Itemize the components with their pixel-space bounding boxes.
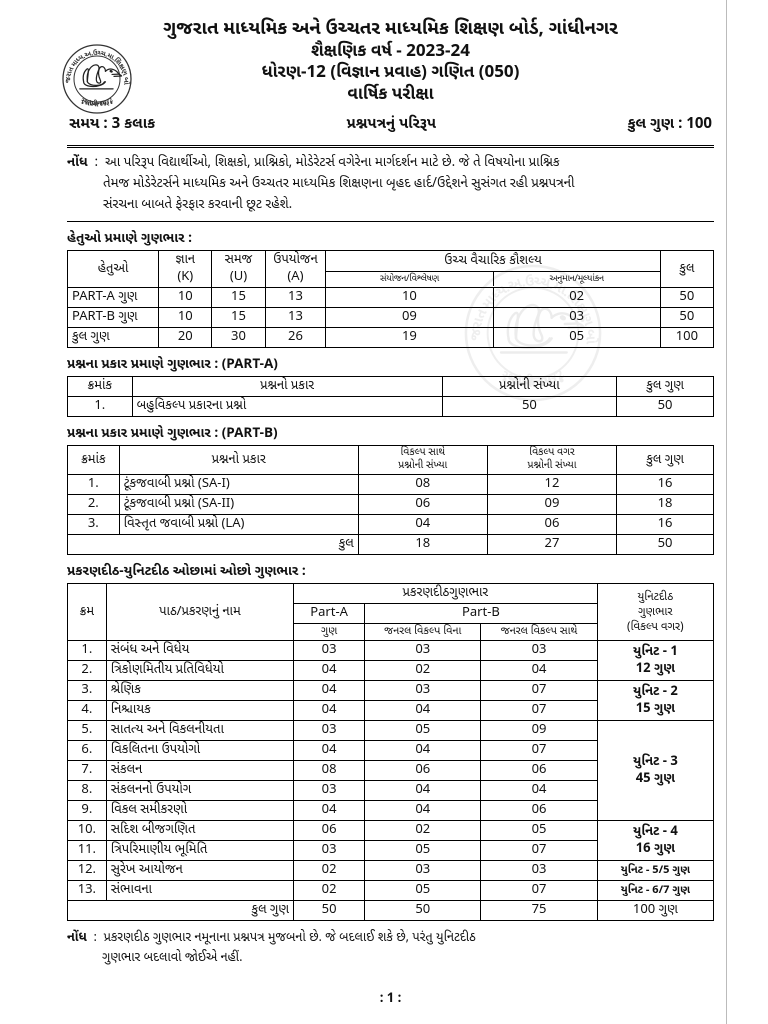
svg-text:ગાંધીનગર: ગાંધીનગર [509, 373, 558, 391]
svg-text:ગાંધીનગર: ગાંધીનગર [85, 100, 110, 109]
